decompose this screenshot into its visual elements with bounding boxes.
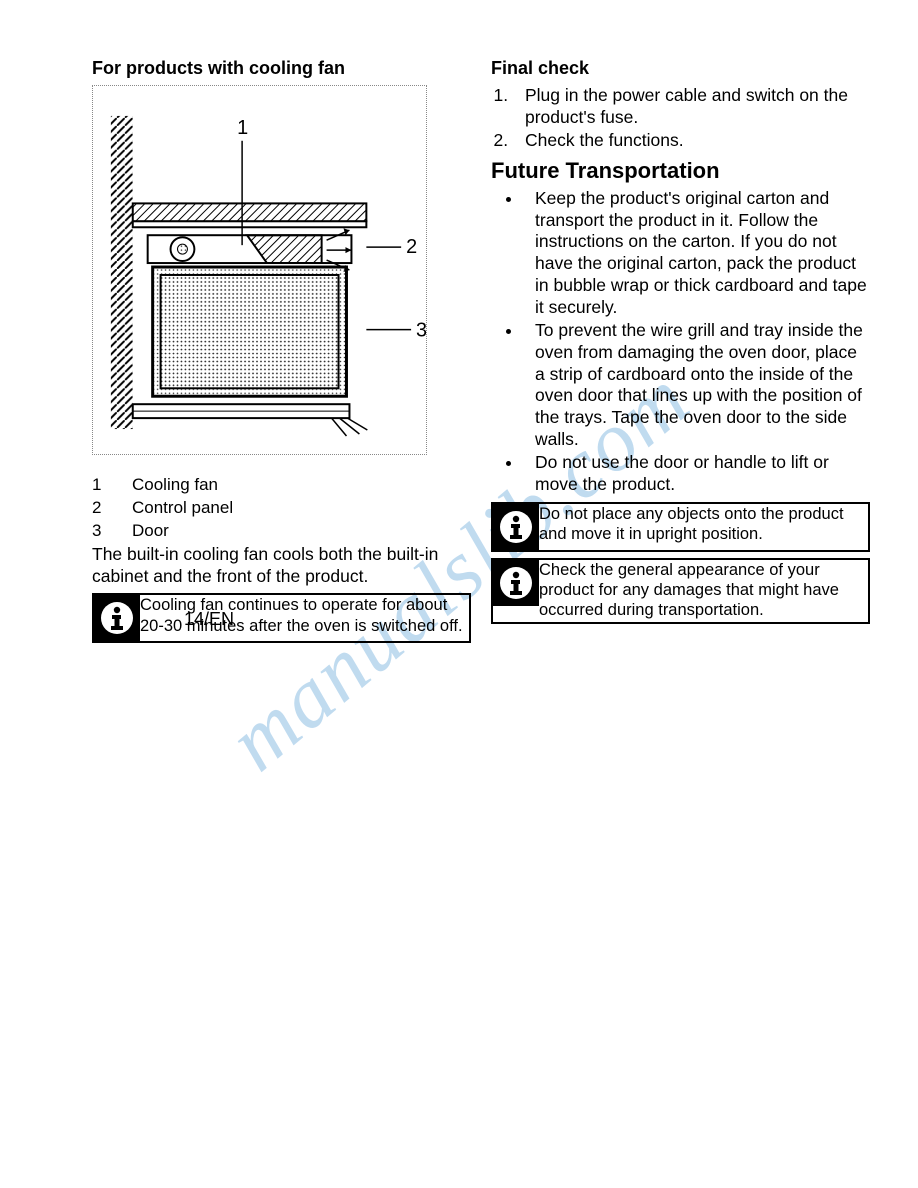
legend-label: Cooling fan	[132, 475, 218, 495]
info-icon	[493, 504, 539, 550]
info-icon	[493, 560, 539, 606]
legend-num: 1	[92, 475, 132, 495]
diagram-svg: 1 2 3	[93, 86, 426, 454]
two-column-layout: For products with cooling fan	[92, 58, 870, 649]
section-title: Future Transportation	[491, 158, 870, 184]
final-check-list: Plug in the power cable and switch on th…	[491, 85, 870, 152]
legend-row: 3 Door	[92, 521, 471, 541]
info-icon	[94, 595, 140, 641]
callout-3: 3	[416, 320, 426, 342]
legend-label: Control panel	[132, 498, 233, 518]
right-column: Final check Plug in the power cable and …	[491, 58, 870, 649]
callout-1: 1	[237, 117, 248, 139]
list-item: Keep the product's original carton and t…	[523, 188, 870, 318]
legend-num: 2	[92, 498, 132, 518]
legend-row: 2 Control panel	[92, 498, 471, 518]
transportation-list: Keep the product's original carton and t…	[491, 188, 870, 496]
legend-label: Door	[132, 521, 169, 541]
info-text: Do not place any objects onto the produc…	[539, 504, 868, 546]
diagram-legend: 1 Cooling fan 2 Control panel 3 Door	[92, 475, 471, 541]
right-heading: Final check	[491, 58, 870, 79]
left-column: For products with cooling fan	[92, 58, 471, 649]
callout-2: 2	[406, 236, 417, 258]
left-heading: For products with cooling fan	[92, 58, 471, 79]
page-number: 14/EN	[184, 609, 918, 630]
legend-num: 3	[92, 521, 132, 541]
list-item: Plug in the power cable and switch on th…	[513, 85, 870, 128]
left-body-text: The built-in cooling fan cools both the …	[92, 544, 471, 587]
info-box-upright: Do not place any objects onto the produc…	[491, 502, 870, 552]
list-item: To prevent the wire grill and tray insid…	[523, 320, 870, 450]
cooling-fan-diagram: 1 2 3	[92, 85, 427, 455]
legend-row: 1 Cooling fan	[92, 475, 471, 495]
list-item: Check the functions.	[513, 130, 870, 152]
list-item: Do not use the door or handle to lift or…	[523, 452, 870, 495]
